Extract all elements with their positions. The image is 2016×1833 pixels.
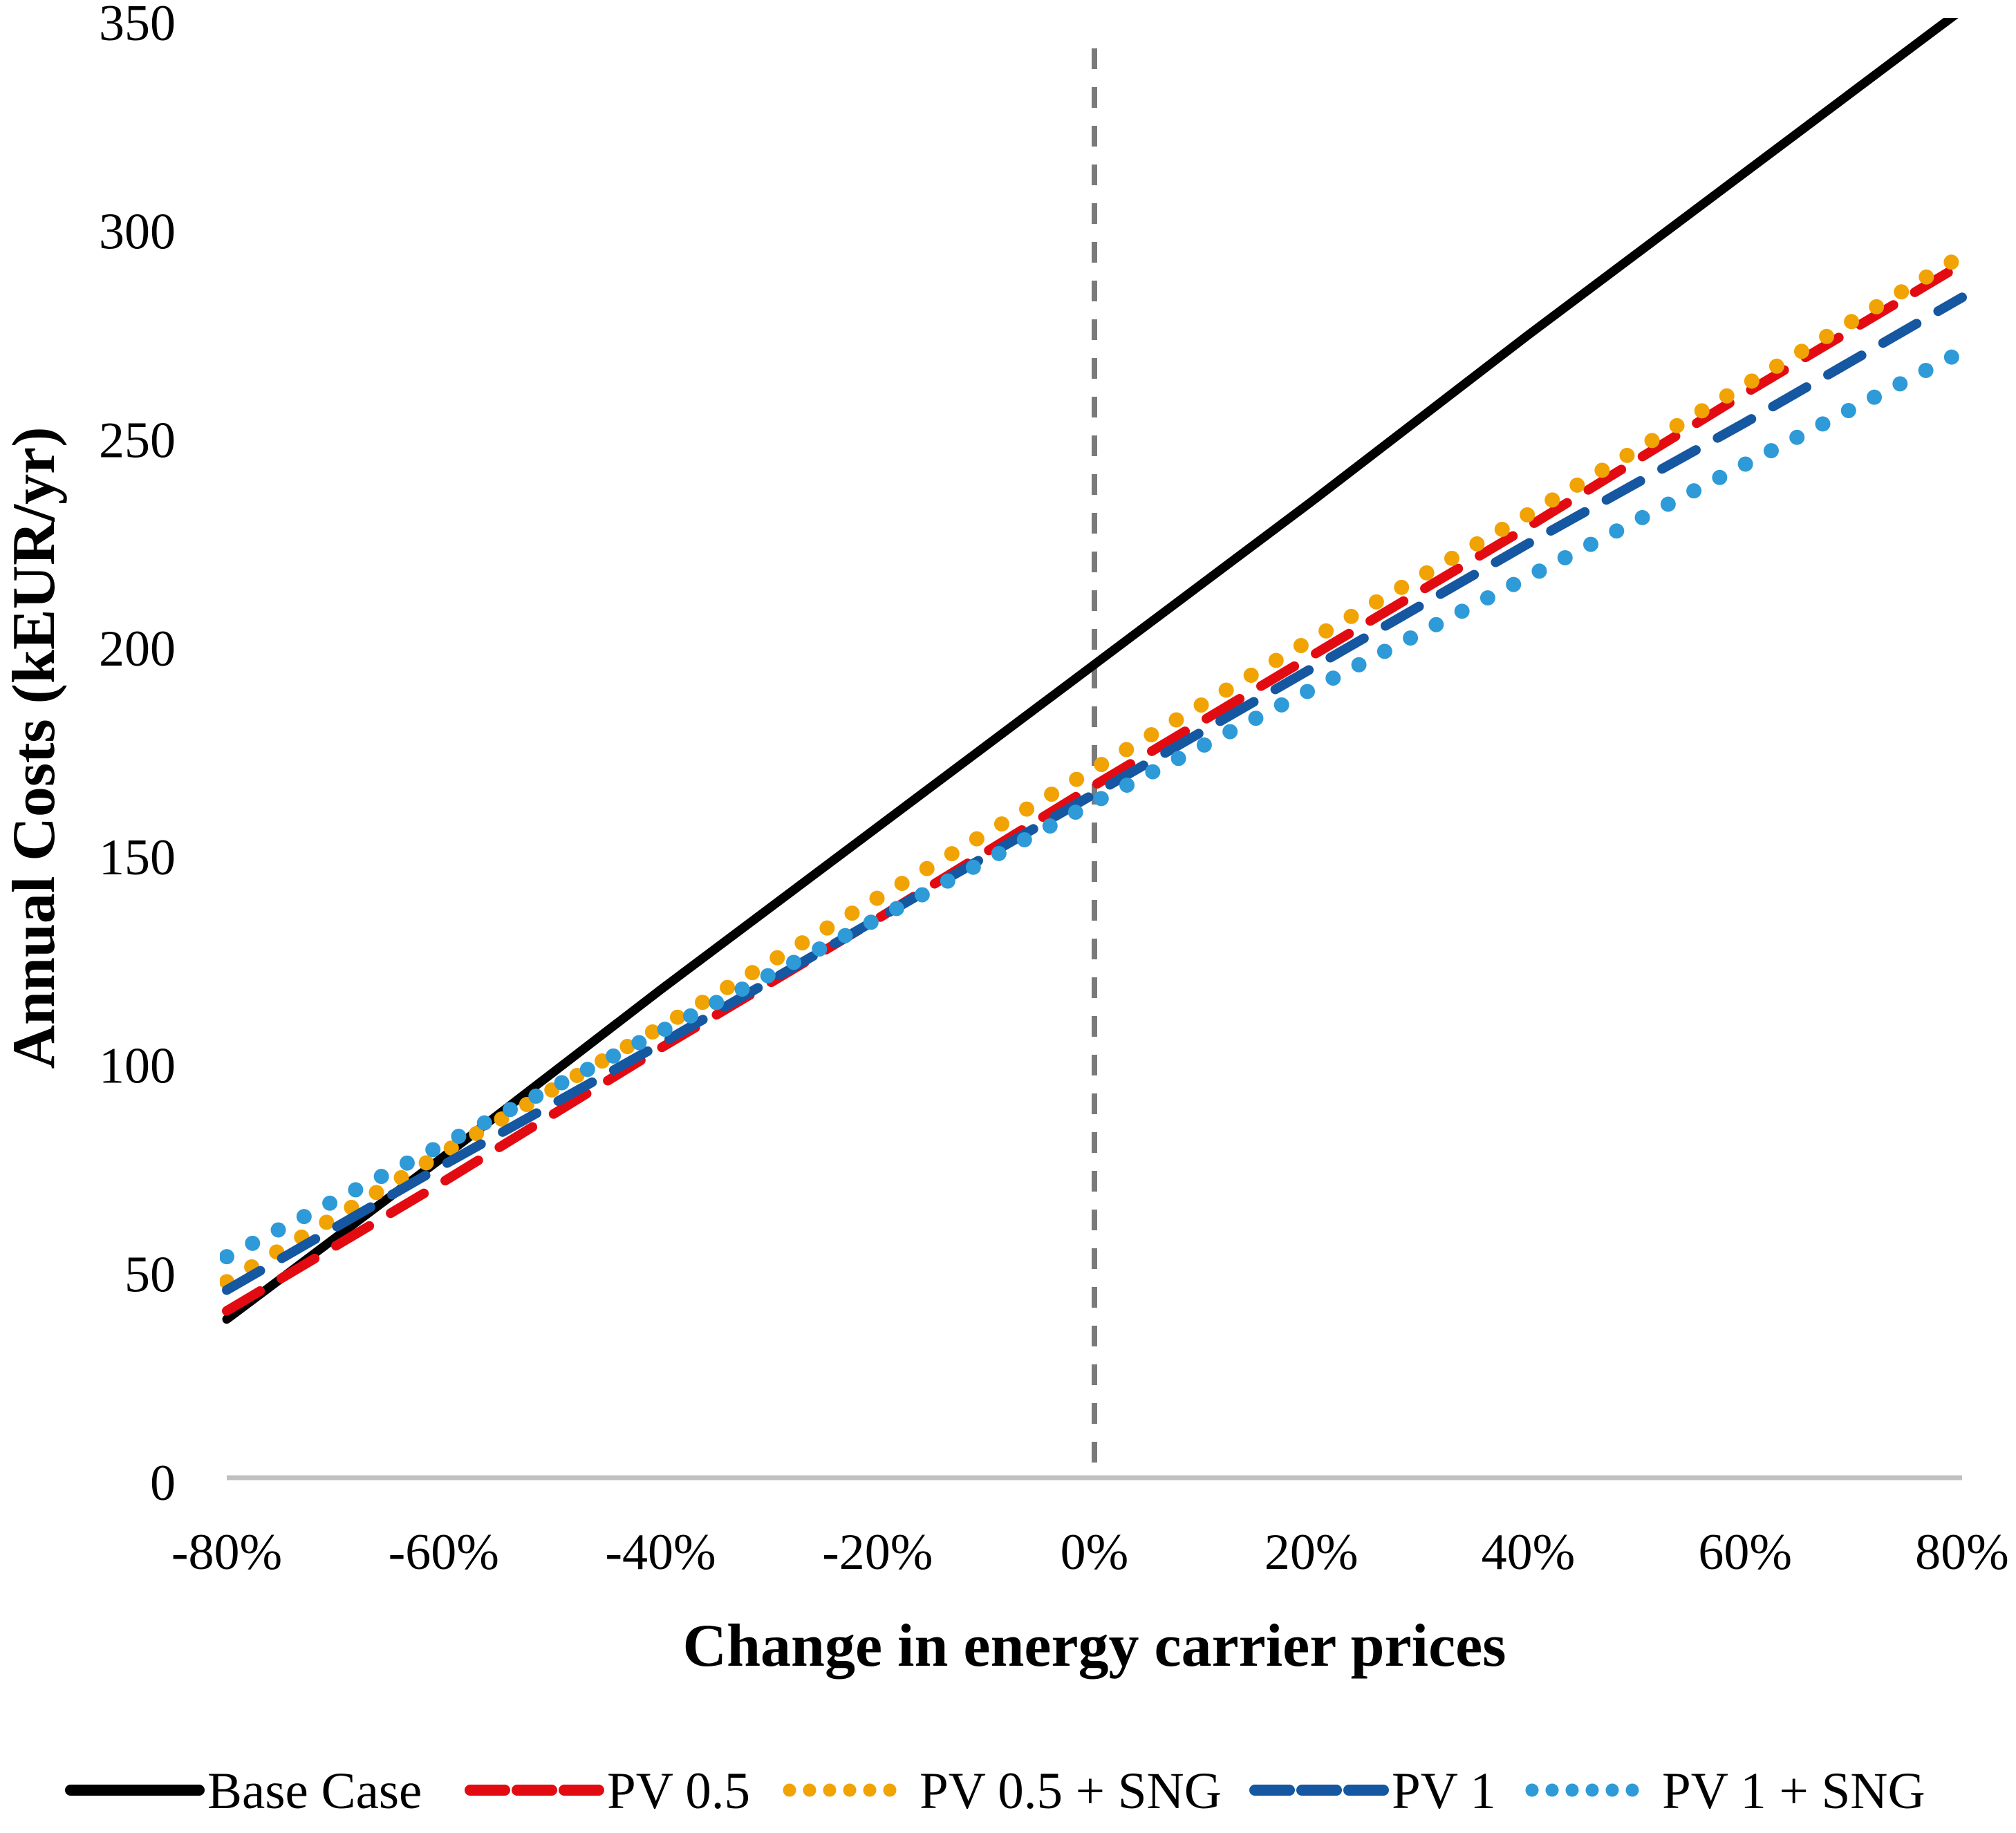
series-line-base-case — [222, 18, 1959, 1324]
legend-item-pv-1: PV 1 — [1249, 1762, 1496, 1820]
y-tick-label-200: 200 — [99, 621, 176, 677]
legend: Base Case PV 0.5 PV 0.5 + SNG PV 1 PV 1 + SN… — [65, 1762, 1925, 1820]
x-tick-label-40: 40% — [1482, 1524, 1576, 1581]
legend-label-pv-0-5-sng: PV 0.5 + SNG — [920, 1762, 1222, 1820]
x-tick-label-0: 0% — [1061, 1524, 1129, 1581]
legend-item-pv-0-5: PV 0.5 — [465, 1762, 750, 1820]
series-line-pv-1-sng — [220, 344, 1970, 1265]
legend-label-pv-1: PV 1 — [1392, 1762, 1496, 1820]
y-tick-label-350: 350 — [99, 0, 176, 52]
y-axis-title: Annual Costs (kEUR/yr) — [1, 426, 68, 1069]
legend-label-pv-0-5: PV 0.5 — [607, 1762, 750, 1820]
y-tick-label-50: 50 — [124, 1246, 176, 1303]
x-tick-label-80: 80% — [1915, 1524, 2009, 1581]
x-tick-label-80: -80% — [171, 1524, 282, 1581]
x-tick-label-60: -60% — [389, 1524, 499, 1581]
legend-label-base-case: Base Case — [207, 1762, 422, 1820]
legend-label-pv-1-sng: PV 1 + SNG — [1662, 1762, 1925, 1820]
series-group — [220, 18, 1970, 1324]
y-tick-label-150: 150 — [99, 829, 176, 886]
x-tick-label-60: 60% — [1698, 1524, 1792, 1581]
legend-item-base-case: Base Case — [65, 1762, 422, 1820]
x-tick-label-20: -20% — [822, 1524, 933, 1581]
x-axis-title: Change in energy carrier prices — [683, 1613, 1506, 1680]
series-line-pv-0-5-sng — [220, 247, 1970, 1290]
y-tick-label-100: 100 — [99, 1038, 176, 1095]
legend-item-pv-1-sng: PV 1 + SNG — [1525, 1762, 1925, 1820]
y-tick-label-300: 300 — [99, 204, 176, 261]
y-tick-label-250: 250 — [99, 412, 176, 469]
series-line-pv-0-5 — [222, 259, 1967, 1316]
tick-labels-group: 0 50 100 150 200 250 300 350 -80% -60% -40% -20% 0% 2… — [99, 0, 2009, 1581]
series-line-pv-1 — [222, 292, 1967, 1295]
legend-item-pv-0-5-sng: PV 0.5 + SNG — [783, 1762, 1222, 1820]
x-tick-label-20: 20% — [1264, 1524, 1359, 1581]
x-tick-label-40: -40% — [605, 1524, 716, 1581]
y-tick-label-0: 0 — [150, 1455, 176, 1512]
